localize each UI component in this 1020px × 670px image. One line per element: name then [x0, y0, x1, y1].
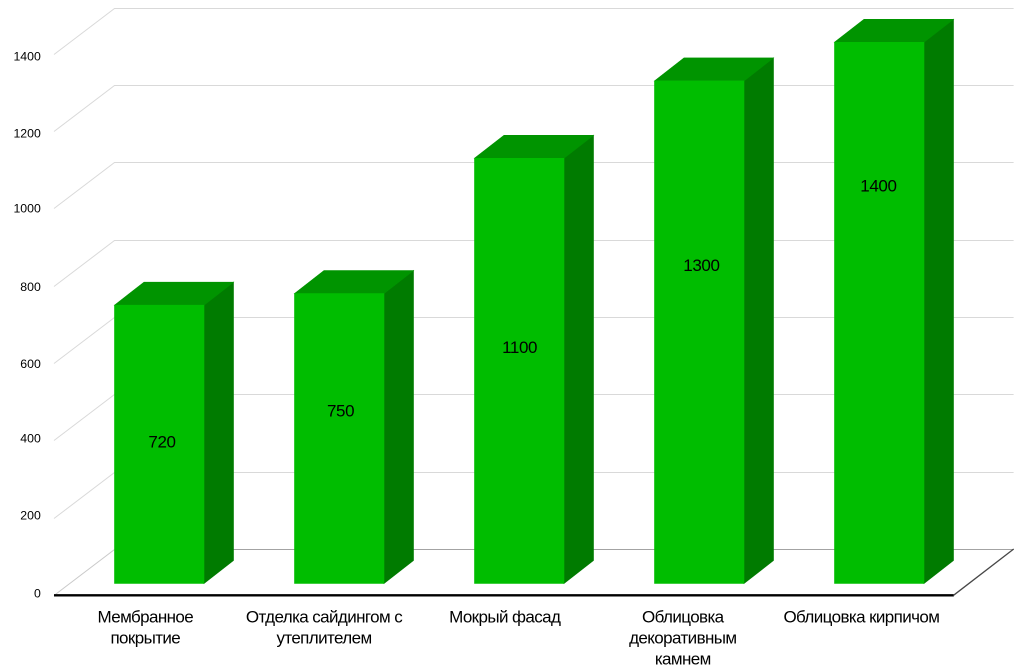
svg-text:Облицовка кирпичом: Облицовка кирпичом [783, 608, 939, 627]
svg-text:Мембранное: Мембранное [97, 608, 193, 627]
svg-text:1400: 1400 [13, 50, 41, 64]
svg-text:1200: 1200 [13, 126, 41, 140]
svg-text:1000: 1000 [13, 202, 41, 216]
svg-text:200: 200 [20, 509, 41, 523]
svg-text:400: 400 [20, 431, 41, 445]
svg-text:600: 600 [20, 357, 41, 371]
svg-text:камнем: камнем [655, 650, 711, 669]
svg-text:0: 0 [34, 586, 41, 600]
svg-text:Облицовка: Облицовка [642, 608, 725, 627]
svg-text:декоративным: декоративным [629, 629, 736, 648]
svg-text:утеплителем: утеплителем [276, 629, 371, 648]
svg-text:Отделка сайдингом с: Отделка сайдингом с [246, 608, 403, 627]
svg-text:1100: 1100 [502, 338, 537, 357]
svg-text:покрытие: покрытие [110, 629, 180, 648]
svg-text:750: 750 [327, 401, 354, 420]
svg-text:800: 800 [20, 280, 41, 294]
svg-text:1400: 1400 [860, 177, 896, 196]
svg-text:Мокрый фасад: Мокрый фасад [449, 608, 561, 627]
svg-text:1300: 1300 [683, 256, 719, 275]
svg-text:720: 720 [148, 433, 175, 452]
